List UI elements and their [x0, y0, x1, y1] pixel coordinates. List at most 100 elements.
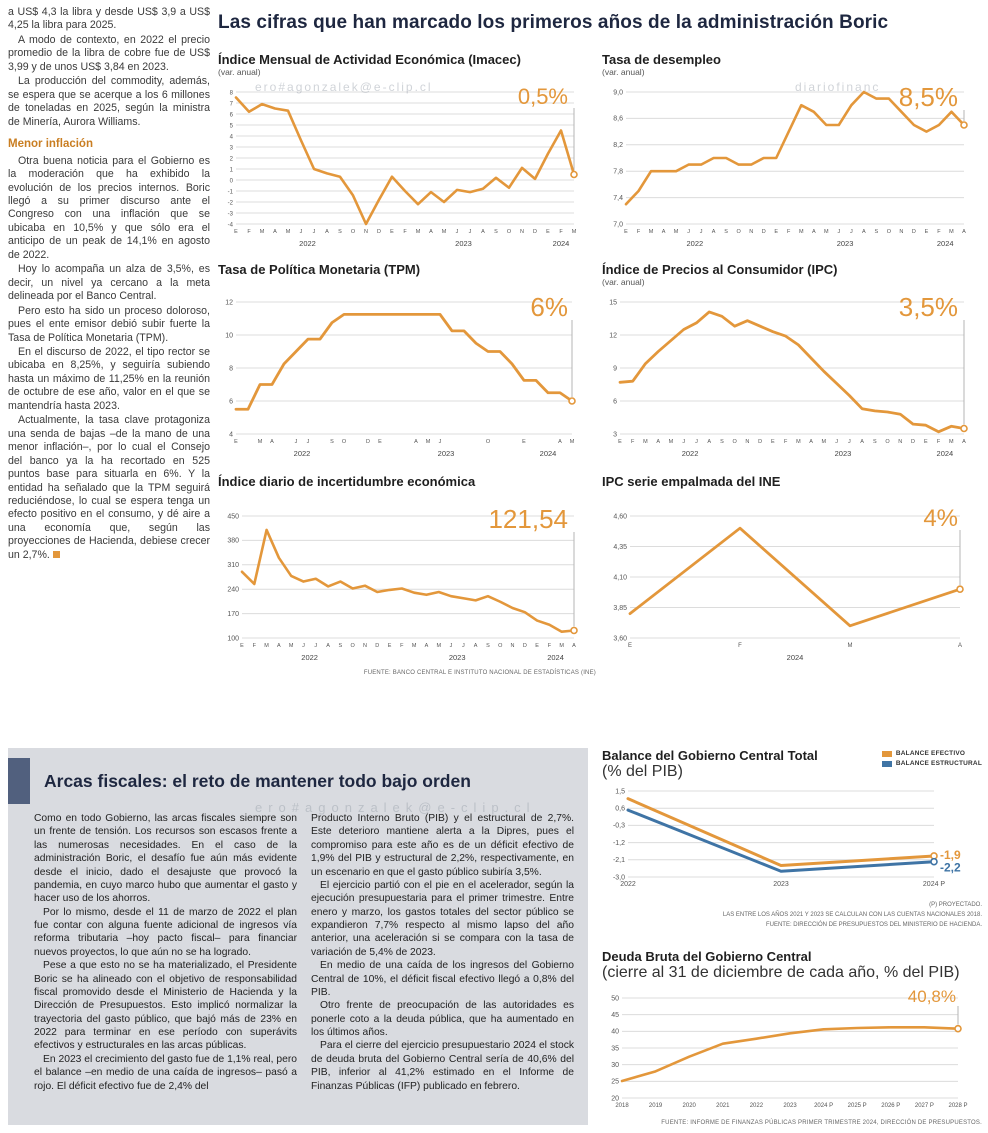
svg-text:2023: 2023	[837, 239, 854, 248]
svg-text:0,6: 0,6	[615, 806, 625, 813]
svg-text:2023: 2023	[449, 653, 466, 662]
svg-text:15: 15	[609, 299, 617, 306]
svg-text:E: E	[925, 229, 929, 235]
svg-text:-2,2: -2,2	[940, 861, 961, 875]
svg-text:N: N	[363, 643, 367, 649]
svg-text:-0,3: -0,3	[613, 823, 625, 830]
svg-text:D: D	[912, 229, 916, 235]
svg-text:A: A	[712, 229, 716, 235]
svg-text:8: 8	[229, 365, 233, 372]
chart-desempleo: Tasa de desempleo (var. anual) 9,0 8,6 8,2…	[602, 52, 980, 255]
svg-text:380: 380	[227, 538, 239, 545]
svg-text:D: D	[758, 439, 762, 445]
panel-header: Arcas fiscales: el reto de mantener todo…	[8, 758, 588, 804]
svg-text:M: M	[442, 229, 447, 235]
chart-subtitle: (var. anual)	[602, 67, 645, 77]
chart-subtitle	[218, 489, 596, 500]
svg-text:S: S	[875, 229, 879, 235]
svg-text:2019: 2019	[649, 1103, 663, 1109]
svg-text:A: A	[812, 229, 816, 235]
svg-text:E: E	[388, 643, 392, 649]
svg-text:J: J	[848, 439, 851, 445]
svg-text:2024: 2024	[787, 653, 804, 662]
svg-text:N: N	[520, 229, 524, 235]
svg-text:M: M	[426, 439, 431, 445]
article-paragraph: En el discurso de 2022, el tipo rector s…	[8, 346, 210, 412]
chart-legend: BALANCE EFECTIVO BALANCE ESTRUCTURAL	[881, 750, 982, 767]
svg-text:3: 3	[613, 431, 617, 438]
tpm-line-chart: 12 10 8 6 4 E M A J J S O D E A M J O E A M 2022 2023 2024 6%	[218, 288, 596, 465]
svg-text:J: J	[456, 229, 459, 235]
svg-text:8: 8	[230, 90, 234, 96]
svg-text:A: A	[277, 643, 281, 649]
svg-text:2: 2	[230, 156, 234, 162]
chart-title: Tasa de Política Monetaria (TPM)	[218, 262, 421, 277]
svg-text:M: M	[289, 643, 294, 649]
svg-text:J: J	[302, 643, 305, 649]
footnote: (P) PROYECTADO.	[929, 902, 982, 908]
svg-text:O: O	[486, 439, 491, 445]
svg-text:S: S	[339, 643, 343, 649]
svg-text:E: E	[522, 439, 526, 445]
svg-text:4: 4	[229, 431, 233, 438]
svg-text:40: 40	[611, 1028, 619, 1035]
svg-text:A: A	[325, 229, 329, 235]
svg-text:O: O	[498, 643, 503, 649]
svg-text:J: J	[313, 229, 316, 235]
ipc-empalmada-line-chart: 4,60 4,35 4,10 3,85 3,60 E F M A 2024 4%	[602, 500, 980, 669]
svg-text:M: M	[286, 229, 291, 235]
svg-text:4%: 4%	[923, 505, 958, 532]
svg-text:7,8: 7,8	[613, 169, 623, 176]
panel-columns: Como en todo Gobierno, las arcas fiscale…	[8, 812, 588, 1093]
svg-text:J: J	[307, 439, 310, 445]
svg-text:3,60: 3,60	[613, 635, 627, 642]
panel-paragraph: Para el cierre del ejercicio presupuesta…	[311, 1040, 574, 1092]
panel-title: Arcas fiscales: el reto de mantener todo…	[44, 770, 471, 791]
svg-text:2022: 2022	[682, 449, 699, 458]
svg-text:D: D	[762, 229, 766, 235]
svg-text:E: E	[390, 229, 394, 235]
page-title: Las cifras que han marcado los primeros …	[218, 12, 889, 33]
svg-text:-2: -2	[228, 200, 234, 206]
svg-text:O: O	[737, 229, 742, 235]
svg-text:S: S	[330, 439, 334, 445]
svg-text:F: F	[787, 229, 791, 235]
chart-source: FUENTE: INFORME DE FINANZAS PÚBLICAS PRI…	[661, 1119, 982, 1126]
svg-text:M: M	[264, 643, 269, 649]
svg-text:N: N	[899, 229, 903, 235]
article-subheading: Menor inflación	[8, 138, 93, 151]
svg-text:A: A	[962, 439, 966, 445]
svg-text:0,5%: 0,5%	[518, 84, 568, 109]
svg-text:O: O	[342, 439, 347, 445]
legend-item: BALANCE ESTRUCTURAL	[881, 760, 982, 767]
svg-text:2018: 2018	[615, 1103, 629, 1109]
legend-swatch-icon	[881, 760, 892, 767]
svg-text:M: M	[260, 229, 265, 235]
svg-text:40,8%: 40,8%	[908, 987, 956, 1006]
svg-text:M: M	[669, 439, 674, 445]
svg-text:2024: 2024	[937, 449, 954, 458]
svg-text:J: J	[682, 439, 685, 445]
svg-text:240: 240	[227, 587, 239, 594]
panel-paragraph: En medio de una caída de los ingresos de…	[311, 960, 574, 998]
svg-text:M: M	[949, 439, 954, 445]
svg-text:8,6: 8,6	[613, 116, 623, 123]
svg-text:A: A	[429, 229, 433, 235]
svg-text:-1,2: -1,2	[613, 840, 625, 847]
svg-text:2023: 2023	[773, 881, 789, 888]
left-article: a US$ 4,3 la libra y desde US$ 3,9 a US$…	[8, 6, 210, 563]
svg-text:D: D	[377, 229, 381, 235]
chart-subtitle: (% del PIB)	[602, 763, 683, 780]
svg-text:M: M	[570, 439, 575, 445]
svg-text:7,4: 7,4	[613, 195, 623, 202]
svg-text:A: A	[962, 229, 966, 235]
svg-text:A: A	[662, 229, 666, 235]
svg-text:2022: 2022	[620, 881, 636, 888]
svg-text:2022: 2022	[301, 653, 318, 662]
svg-text:M: M	[412, 643, 417, 649]
svg-text:E: E	[234, 229, 238, 235]
legend-label: BALANCE EFECTIVO	[895, 750, 966, 757]
svg-text:1,5: 1,5	[615, 788, 625, 795]
chart-source: FUENTE: BANCO CENTRAL E INSTITUTO NACION…	[363, 670, 596, 676]
